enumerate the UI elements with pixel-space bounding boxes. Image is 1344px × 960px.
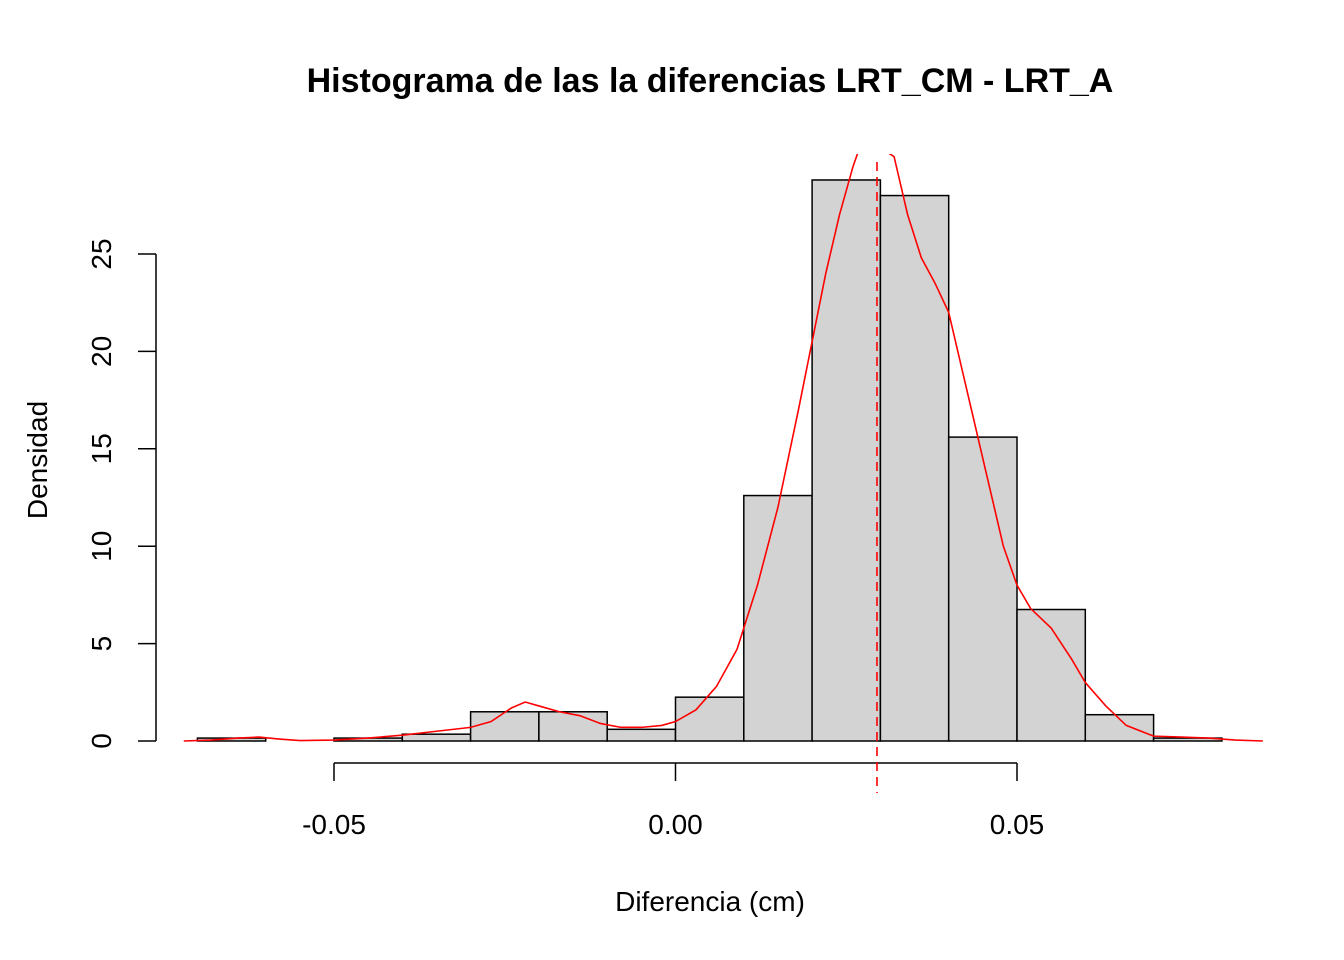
y-tick-label: 10	[86, 531, 117, 562]
density-curve-group	[183, 154, 1263, 742]
x-tick-label: 0.05	[990, 809, 1045, 840]
chart-title: Histograma de las la diferencias LRT_CM …	[307, 62, 1114, 100]
y-axis: 0 5 10 15 20 25	[86, 238, 157, 749]
histogram-bar	[811, 179, 882, 742]
x-axis: -0.05 0.00 0.05	[302, 762, 1045, 840]
x-axis-label: Diferencia (cm)	[615, 886, 805, 917]
x-tick-label: -0.05	[302, 809, 366, 840]
y-axis-label: Densidad	[22, 401, 53, 519]
histogram-bar	[743, 494, 813, 742]
y-tick-label: 5	[86, 636, 117, 652]
histogram-bar	[606, 728, 677, 742]
histogram-bar	[401, 733, 472, 742]
y-tick-label: 15	[86, 433, 117, 464]
y-tick-label: 20	[86, 336, 117, 367]
histogram-bar	[674, 696, 745, 742]
histogram-bars	[196, 179, 1223, 742]
density-curve	[183, 154, 1263, 742]
y-tick-label: 25	[86, 238, 117, 269]
histogram-bar	[947, 436, 1018, 742]
histogram-bar	[879, 194, 950, 742]
x-tick-label: 0.00	[648, 809, 703, 840]
histogram-bar	[469, 711, 540, 742]
y-tick-label: 0	[86, 733, 117, 749]
histogram-bar	[538, 711, 608, 742]
histogram-bar	[1016, 608, 1087, 742]
